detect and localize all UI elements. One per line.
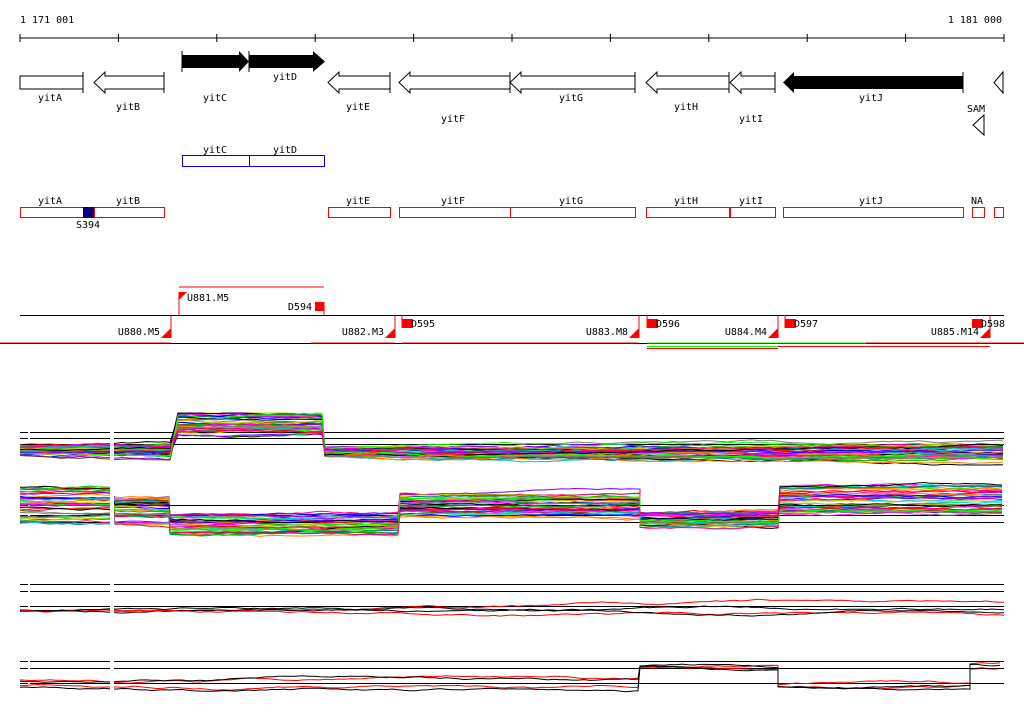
riboswitch-label: SAM (967, 104, 985, 115)
annotation-box-yitF[interactable] (399, 207, 511, 218)
tu-end-marker (315, 302, 324, 311)
annotation-box-yitE[interactable] (328, 207, 391, 218)
gene-label: yitE (346, 102, 370, 113)
gene-label: yitH (674, 102, 698, 113)
operon-box-yitD[interactable] (249, 155, 325, 167)
gene-label: yitA (38, 93, 62, 104)
tu-label[interactable]: D596 (656, 319, 680, 330)
tu-label[interactable]: U880.M5 (118, 327, 160, 338)
expression-series-line (19, 494, 1003, 531)
expression-series-line (19, 433, 1004, 455)
gene-yitI[interactable] (729, 70, 776, 95)
annotation-label: yitJ (859, 196, 883, 207)
expression-panels (19, 408, 1005, 700)
expression-series-line (19, 606, 1005, 617)
tu-label[interactable]: D598 (981, 319, 1005, 330)
gene-label: yitI (739, 114, 763, 125)
annotation-box-yitI[interactable] (730, 207, 776, 218)
riboswitch-triangle-icon[interactable] (972, 113, 985, 137)
expression-series-line (19, 419, 1004, 452)
tu-label[interactable]: U882.M3 (342, 327, 384, 338)
gene-yitA[interactable] (19, 75, 84, 90)
annotation-label: yitA (38, 196, 62, 207)
expression-panel-4 (19, 650, 1004, 700)
gene-yitD[interactable] (249, 51, 325, 72)
expression-panel-1 (19, 408, 1004, 470)
annotation-box-yitB[interactable] (94, 207, 165, 218)
site-label: S394 (76, 220, 100, 231)
annotation-label: yitB (116, 196, 140, 207)
expression-series-line (19, 663, 1001, 689)
tu-label[interactable]: U884.M4 (725, 327, 767, 338)
annotation-box-yitG[interactable] (510, 207, 636, 218)
operon-track: yitC yitD (182, 145, 325, 167)
annotation-box[interactable] (994, 207, 1004, 218)
annotation-label: yitF (441, 196, 465, 207)
expression-series-line (19, 500, 1003, 531)
expression-series-line (19, 493, 1003, 522)
gene-yitB[interactable] (93, 70, 165, 95)
operon-label: yitD (273, 145, 297, 156)
annotation-box-yitA[interactable] (20, 207, 84, 218)
panel-gap (110, 408, 114, 470)
coordinate-ruler: 1 171 001 1 181 000 (19, 15, 1005, 42)
expression-panel-2 (19, 475, 1004, 545)
gene-label: yitB (116, 102, 140, 113)
annotation-box-NA[interactable] (972, 207, 985, 218)
panel-gap (110, 650, 114, 700)
expression-series-line (19, 425, 1004, 457)
tu-label[interactable]: U883.M8 (586, 327, 628, 338)
transcription-unit-track: U881.M5 D594 U880.M5 U882.M3 D595 U883.M… (0, 286, 1024, 349)
annotation-label: yitI (739, 196, 763, 207)
annotation-label: yitG (559, 196, 583, 207)
gene-label: yitF (441, 114, 465, 125)
expression-series-line (19, 662, 1001, 686)
gene-label: yitJ (859, 93, 883, 104)
panel-gap (110, 475, 114, 545)
gene-yitH[interactable] (645, 70, 730, 95)
tu-start-flag-icon (179, 292, 187, 300)
annotation-track: yitA yitB yitE yitF yitG yitH yitI yitJ … (20, 196, 1004, 231)
ruler-end-label: 1 181 000 (948, 15, 1002, 26)
annotation-box-yitH[interactable] (646, 207, 730, 218)
tu-label[interactable]: U881.M5 (187, 293, 229, 304)
tu-label[interactable]: D595 (411, 319, 435, 330)
expression-series-line (19, 425, 1004, 460)
ruler-start-label: 1 171 001 (20, 15, 74, 26)
expression-series-line (19, 429, 1004, 453)
annotation-box-yitJ[interactable] (783, 207, 964, 218)
tu-label[interactable]: D597 (794, 319, 818, 330)
tu-label[interactable]: U885.M14 (931, 327, 979, 338)
annotation-label: yitE (346, 196, 370, 207)
gene-yitJ[interactable] (783, 72, 963, 93)
gene-yitF[interactable] (398, 70, 511, 95)
expression-series-line (19, 487, 1003, 537)
expression-series-line (19, 663, 1001, 693)
expression-series-line (20, 414, 1004, 465)
expression-series-line (19, 489, 1003, 536)
annotation-label: NA (971, 196, 983, 207)
riboswitch-triangle-icon[interactable] (993, 70, 1004, 95)
expression-series-line (19, 412, 1004, 457)
gene-label: yitD (273, 72, 297, 83)
expression-panel-3 (19, 575, 1005, 625)
panel-gap (110, 575, 114, 625)
gene-label: yitC (203, 93, 227, 104)
tu-label[interactable]: D594 (288, 302, 312, 313)
expression-series-line (19, 414, 1004, 461)
gene-yitG[interactable] (509, 70, 636, 95)
expression-series-line (19, 493, 1003, 527)
gene-label: yitG (559, 93, 583, 104)
gene-track: yitA yitB yitC yitD yitE yitF yitG yitH … (19, 51, 1004, 137)
expression-series-line (19, 609, 1005, 617)
gene-yitE[interactable] (327, 70, 391, 95)
annotation-label: yitH (674, 196, 698, 207)
gene-yitC[interactable] (182, 51, 249, 72)
operon-label: yitC (203, 145, 227, 156)
expression-series-line (19, 500, 1003, 527)
operon-box-yitC[interactable] (182, 155, 250, 167)
site-marker[interactable] (83, 207, 94, 218)
expression-series-line (19, 492, 1003, 525)
